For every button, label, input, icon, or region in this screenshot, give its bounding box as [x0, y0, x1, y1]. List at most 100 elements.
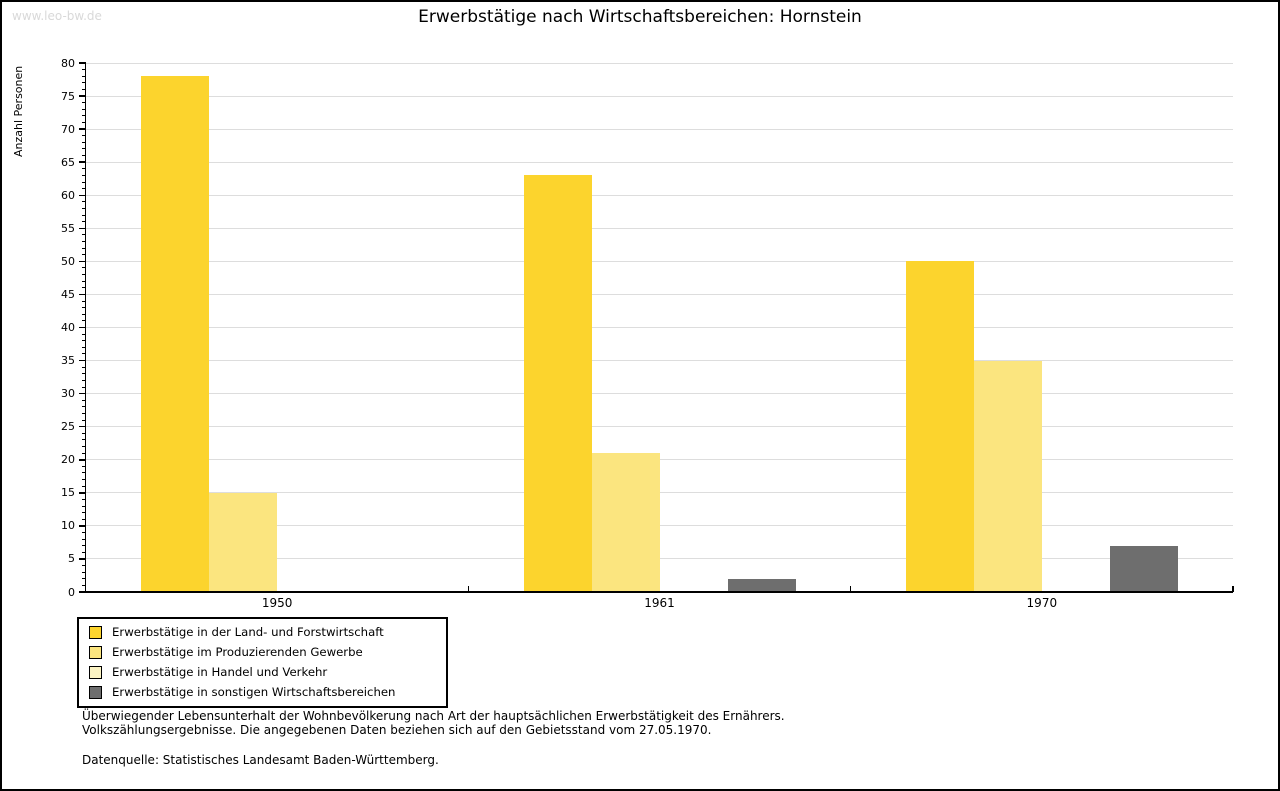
- legend-swatch: [89, 645, 102, 659]
- gridline: [86, 194, 1233, 196]
- y-minor-tick: [82, 333, 86, 335]
- y-minor-tick: [82, 274, 86, 276]
- y-minor-tick: [82, 148, 86, 150]
- y-minor-tick: [82, 505, 86, 507]
- y-minor-tick: [82, 241, 86, 243]
- gridline: [86, 95, 1233, 97]
- y-minor-tick: [82, 88, 86, 90]
- bar: [209, 492, 278, 592]
- y-minor-tick: [82, 188, 86, 190]
- data-source-line: Datenquelle: Statistisches Landesamt Bad…: [82, 753, 439, 767]
- y-minor-tick: [82, 320, 86, 322]
- y-minor-tick: [82, 571, 86, 573]
- y-tick-label: 55: [61, 221, 75, 235]
- x-boundary-tick: [849, 586, 852, 592]
- gridline: [86, 260, 1233, 262]
- y-major-tick: [79, 459, 86, 461]
- legend-item: Erwerbstätige in Handel und Verkehr: [79, 662, 446, 682]
- y-minor-tick: [82, 115, 86, 117]
- y-minor-tick: [82, 353, 86, 355]
- y-tick-label: 50: [61, 254, 75, 268]
- y-minor-tick: [82, 419, 86, 421]
- y-tick-label: 40: [61, 321, 75, 334]
- y-minor-tick: [82, 307, 86, 309]
- gridline: [86, 293, 1233, 295]
- y-tick-label: 70: [61, 122, 75, 136]
- y-minor-tick: [82, 280, 86, 282]
- y-major-tick: [79, 326, 86, 329]
- y-minor-tick: [82, 545, 86, 547]
- y-minor-tick: [82, 584, 86, 586]
- y-minor-tick: [82, 108, 86, 110]
- y-major-tick: [79, 492, 86, 494]
- y-tick-label: 75: [61, 89, 75, 103]
- y-minor-tick: [82, 214, 86, 216]
- y-major-tick: [79, 161, 86, 163]
- footnote-line-1: Überwiegender Lebensunterhalt der Wohnbe…: [82, 709, 785, 723]
- y-tick-label: 80: [61, 56, 75, 70]
- y-major-tick: [79, 62, 86, 64]
- y-tick-label: 35: [61, 354, 75, 368]
- legend-item: Erwerbstätige in sonstigen Wirtschaftsbe…: [79, 682, 446, 702]
- gridline: [86, 360, 1233, 362]
- y-minor-tick: [82, 479, 86, 481]
- y-minor-tick: [82, 446, 86, 448]
- y-tick-label: 45: [61, 287, 75, 301]
- y-minor-tick: [82, 373, 86, 375]
- y-minor-tick: [82, 155, 86, 157]
- bar: [973, 360, 1042, 592]
- y-minor-tick: [82, 399, 86, 401]
- bar: [905, 261, 974, 592]
- y-major-tick: [79, 128, 86, 130]
- y-minor-tick: [82, 465, 86, 467]
- y-minor-tick: [82, 340, 86, 342]
- y-minor-tick: [82, 406, 86, 408]
- y-major-tick: [79, 392, 86, 395]
- x-axis-line: [84, 591, 1233, 593]
- bar: [591, 453, 660, 592]
- bar: [1109, 545, 1178, 592]
- gridline: [86, 62, 1233, 64]
- y-minor-tick: [82, 498, 86, 500]
- legend-swatch: [89, 685, 102, 699]
- y-minor-tick: [82, 452, 86, 454]
- x-tick-label: 1950: [261, 596, 293, 610]
- y-major-tick: [79, 227, 86, 230]
- gridline: [86, 558, 1233, 560]
- y-minor-tick: [82, 565, 86, 567]
- y-minor-tick: [82, 75, 86, 77]
- y-minor-tick: [82, 254, 86, 256]
- y-major-tick: [79, 194, 86, 196]
- y-tick-label: 65: [61, 155, 75, 169]
- y-minor-tick: [82, 300, 86, 302]
- y-major-tick: [79, 293, 86, 296]
- y-major-tick: [79, 359, 86, 362]
- y-tick-label: 30: [61, 387, 75, 401]
- y-minor-tick: [82, 531, 86, 533]
- y-tick-label: 20: [61, 453, 75, 467]
- y-minor-tick: [82, 512, 86, 514]
- bar: [141, 76, 210, 592]
- gridline: [86, 327, 1233, 328]
- y-tick-label: 10: [61, 519, 75, 533]
- y-minor-tick: [82, 432, 86, 434]
- chart-title: Erwerbstätige nach Wirtschaftsbereichen:…: [418, 7, 862, 27]
- y-minor-tick: [82, 551, 86, 553]
- gridline: [86, 459, 1233, 461]
- legend-swatch: [89, 665, 102, 679]
- x-boundary-tick: [467, 586, 470, 592]
- y-major-tick: [79, 558, 86, 560]
- y-minor-tick: [82, 168, 86, 170]
- y-minor-tick: [82, 234, 86, 236]
- y-tick-label: 60: [61, 188, 75, 202]
- gridline: [86, 161, 1233, 163]
- y-minor-tick: [82, 122, 86, 123]
- y-major-tick: [79, 260, 86, 263]
- legend-swatch: [89, 625, 102, 639]
- legend-box: Erwerbstätige in der Land- und Forstwirt…: [77, 617, 448, 708]
- y-minor-tick: [82, 472, 86, 474]
- y-major-tick: [79, 591, 86, 593]
- legend-label: Erwerbstätige in sonstigen Wirtschaftsbe…: [112, 685, 396, 699]
- gridline: [86, 492, 1233, 494]
